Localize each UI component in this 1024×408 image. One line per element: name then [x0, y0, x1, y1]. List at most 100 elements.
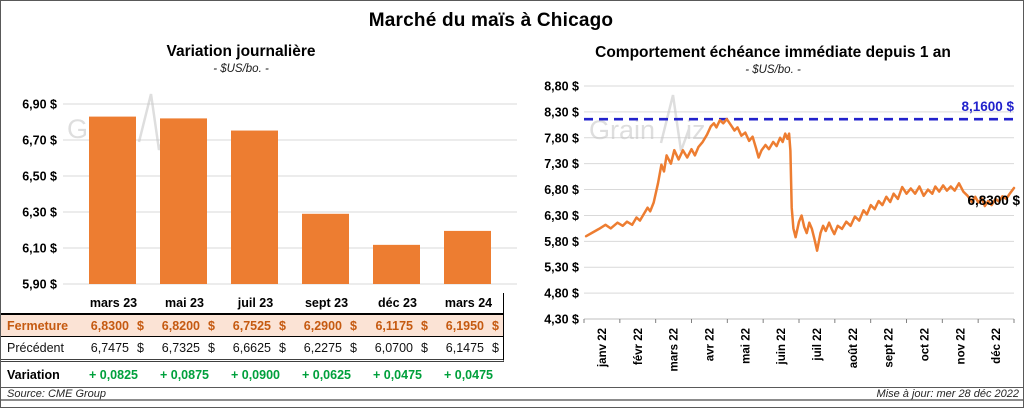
- bar: [302, 213, 349, 284]
- cell-value: 6,2900: [303, 318, 342, 333]
- row-label: Variation: [7, 367, 60, 382]
- currency-symbol: $: [421, 318, 428, 333]
- y-axis-tick-label: 7,30 $: [544, 157, 579, 171]
- x-axis-month-label: mai 22: [740, 328, 752, 364]
- y-axis-tick-label: 6,10 $: [22, 242, 57, 256]
- table-cell: + 0,0625: [301, 367, 351, 382]
- line-chart-title: Comportement échéance immédiate depuis 1…: [595, 44, 951, 61]
- footer: Source: CME Group Mise à jour: mer 28 dé…: [1, 387, 1023, 401]
- currency-symbol: $: [350, 318, 357, 333]
- last-value-label: 6,8300 $: [967, 193, 1020, 208]
- bar: [373, 244, 420, 284]
- table-cell: 6,8200 $: [149, 319, 220, 333]
- x-axis-month-label: avr 22: [704, 328, 716, 361]
- currency-symbol: $: [137, 318, 144, 333]
- currency-symbol: $: [492, 341, 499, 355]
- bar-chart-subtitle: - $US/bo. -: [213, 63, 269, 75]
- row-label: Précédent: [7, 341, 64, 355]
- table-row-variation: Variation + 0,0825 + 0,0875 + 0,0900 + 0,062…: [1, 362, 504, 387]
- table-cell: 6,2275 $: [291, 341, 362, 355]
- page-title: Marché du maïs à Chicago: [368, 10, 614, 31]
- y-axis-tick-label: 6,70 $: [22, 134, 57, 148]
- table-cell: + 0,0475: [443, 367, 493, 382]
- table-cell: 6,2900 $: [291, 319, 362, 333]
- y-axis-tick-label: 8,30 $: [544, 105, 579, 119]
- y-axis-tick-label: 6,30 $: [544, 209, 579, 223]
- x-axis-month-label: juil 22: [812, 328, 824, 362]
- line-chart-subtitle: - $US/bo. -: [745, 64, 801, 76]
- x-axis: janv 22 févr 22 mars 22 avr 22 mai 22 juin 22…: [583, 318, 1015, 371]
- row-label: Fermeture: [7, 318, 69, 333]
- table-cell: + 0,0900: [230, 367, 280, 382]
- watermark-spike-icon: [659, 94, 691, 152]
- table-header-row: mars 23 mai 23 juil 23 sept 23 déc 23 mars 24: [1, 293, 504, 315]
- x-axis-month-label: juin 22: [776, 328, 788, 365]
- column-header: déc 23: [378, 296, 417, 310]
- cell-value: 6,7525: [232, 318, 271, 333]
- bar-chart-title: Variation journalière: [166, 43, 316, 60]
- y-axis-tick-label: 8,80 $: [544, 80, 579, 94]
- y-axis-tick-label: 6,50 $: [22, 170, 57, 184]
- watermark-text: iz: [686, 115, 706, 145]
- currency-symbol: $: [208, 318, 215, 333]
- cell-value: 6,8300: [90, 318, 129, 333]
- x-axis-month-label: déc 22: [991, 328, 1003, 364]
- y-axis-tick-label: 4,80 $: [544, 287, 579, 301]
- cell-value: 6,7475: [90, 341, 129, 355]
- table-cell: 6,6625 $: [220, 341, 291, 355]
- table-cell: 6,7525 $: [220, 319, 291, 333]
- y-axis-tick-label: 6,80 $: [544, 183, 579, 197]
- table-cell: 6,7325 $: [149, 341, 220, 355]
- cell-value: 6,6625: [232, 341, 271, 355]
- cell-value: 6,0700: [374, 341, 413, 355]
- y-axis-tick-label: 7,80 $: [544, 131, 579, 145]
- table-cell: + 0,0825: [88, 367, 138, 382]
- line-gridlines: 8,80 $ 8,30 $ 7,80 $ 7,30 $ 6,80 $ 6,30 $ 5,80…: [544, 80, 1014, 327]
- daily-variation-bar-chart: 6,90 $6,70 $6,50 $6,30 $6,10 $5,90 $Grai…: [22, 93, 517, 292]
- table-cell: 6,8300 $: [78, 319, 149, 333]
- y-axis-tick-label: 4,30 $: [544, 313, 579, 327]
- table-row-fermeture: Fermeture 6,8300 $6,8200 $6,7525 $6,2900 $6,1…: [1, 315, 504, 337]
- table-cell: 6,7475 $: [78, 341, 149, 355]
- cell-value: 6,2275: [303, 341, 342, 355]
- table-cell: + 0,0875: [159, 367, 209, 382]
- table-cell: + 0,0475: [372, 367, 422, 382]
- source-note: Source: CME Group: [7, 387, 107, 400]
- bar: [160, 118, 207, 285]
- y-axis-tick-label: 5,90 $: [22, 278, 57, 292]
- currency-symbol: $: [421, 341, 428, 355]
- bar: [444, 230, 491, 284]
- resistance-value-label: 8,1600 $: [961, 99, 1014, 114]
- currency-symbol: $: [492, 318, 499, 333]
- currency-symbol: $: [279, 318, 286, 333]
- bar: [89, 116, 136, 284]
- cell-value: 6,7325: [161, 341, 200, 355]
- x-axis-month-label: août 22: [848, 328, 860, 368]
- cell-value: 6,1950: [445, 318, 484, 333]
- x-axis-month-label: mars 22: [669, 328, 681, 371]
- front-month-line-chart: 8,80 $ 8,30 $ 7,80 $ 7,30 $ 6,80 $ 6,30 $ 5,80…: [544, 80, 1020, 372]
- cell-value: 6,8200: [161, 318, 200, 333]
- bar-gridlines: 6,90 $ 6,70 $ 6,50 $ 6,30 $ 6,10 $ 5,90 $: [22, 98, 517, 292]
- cell-value: 6,1475: [445, 341, 484, 355]
- bars: [89, 116, 491, 285]
- x-axis-month-label: oct 22: [919, 328, 931, 361]
- x-axis-month-label: sept 22: [884, 328, 896, 368]
- bar: [231, 130, 278, 284]
- front-month-price-line: [584, 117, 1016, 252]
- currency-symbol: $: [279, 341, 286, 355]
- currency-symbol: $: [137, 341, 144, 355]
- column-header: sept 23: [304, 296, 349, 310]
- column-header: mars 24: [444, 296, 493, 310]
- column-header: juil 23: [237, 296, 274, 310]
- y-axis-tick-label: 5,80 $: [544, 235, 579, 249]
- table-cell: 6,0700 $: [362, 341, 433, 355]
- x-axis-month-label: nov 22: [955, 328, 967, 364]
- y-axis-tick-label: 5,30 $: [544, 261, 579, 275]
- x-axis-month-label: janv 22: [597, 328, 609, 368]
- cell-value: 6,1175: [375, 318, 413, 333]
- price-table: mars 23 mai 23 juil 23 sept 23 déc 23 mars 24…: [1, 293, 504, 387]
- x-axis-month-label: févr 22: [633, 328, 645, 365]
